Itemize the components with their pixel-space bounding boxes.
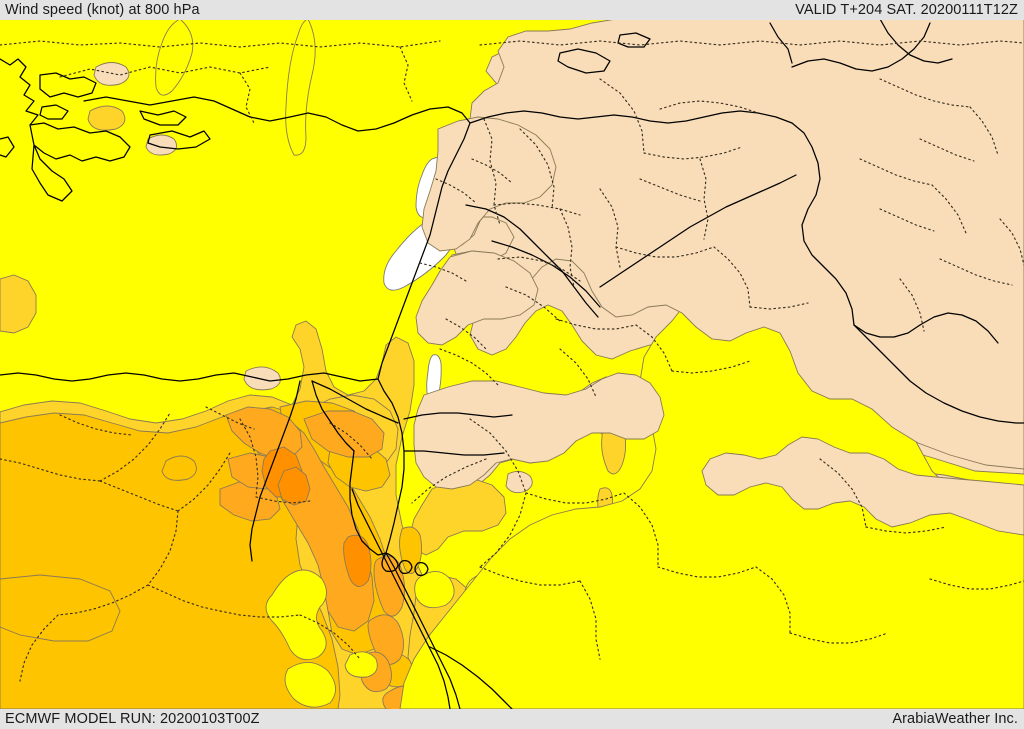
country-borders-group — [0, 19, 1024, 709]
model-run-label: ECMWF MODEL RUN: 20200103T00Z — [5, 711, 260, 727]
forecast-map[interactable] — [0, 19, 1024, 709]
header-bar: Wind speed (knot) at 800 hPa VALID T+204… — [0, 0, 1024, 20]
band-strong-group — [219, 406, 424, 709]
band-verylow-east-group — [413, 19, 1024, 536]
provider-label: ArabiaWeather Inc. — [892, 711, 1018, 727]
valid-time-label: VALID T+204 SAT. 20200111T12Z — [795, 2, 1018, 18]
band-verystrong-group — [261, 446, 372, 587]
wind-speed-contour-map — [0, 19, 1024, 709]
page-title: Wind speed (knot) at 800 hPa — [5, 2, 200, 18]
admin-boundaries-group — [0, 40, 1024, 682]
footer-bar: ECMWF MODEL RUN: 20200103T00Z ArabiaWeat… — [0, 709, 1024, 729]
